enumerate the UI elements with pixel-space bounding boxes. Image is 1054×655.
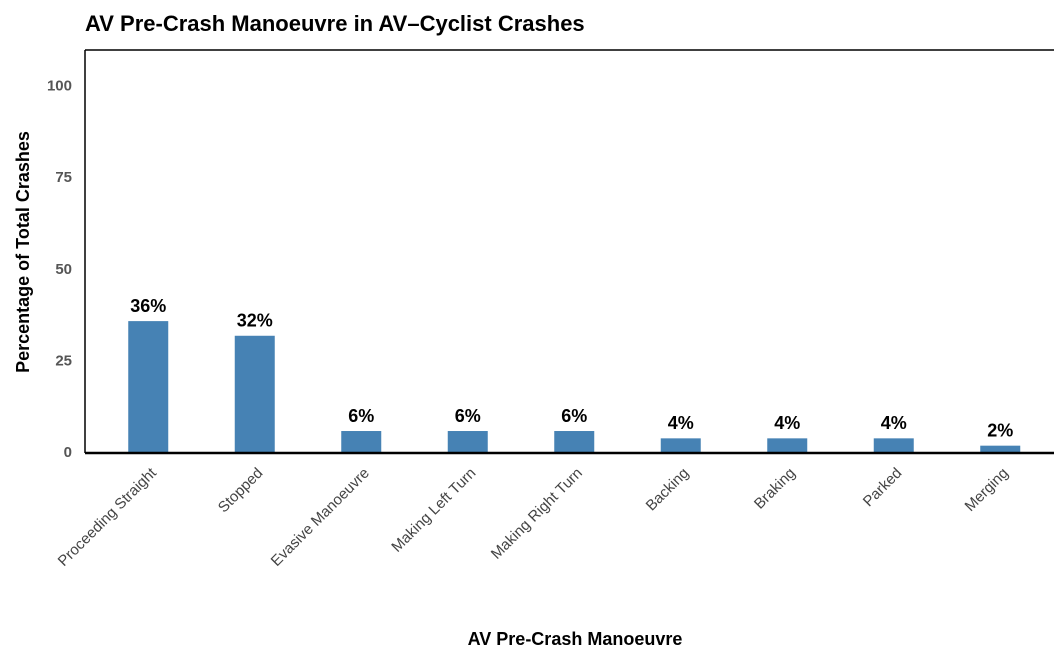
bar: [767, 438, 808, 453]
y-tick-label: 50: [55, 261, 72, 278]
value-label: 6%: [348, 406, 374, 426]
value-label: 4%: [774, 413, 800, 433]
bar: [447, 431, 488, 453]
x-tick-label: Backing: [643, 465, 693, 515]
x-tick-label: Stopped: [215, 465, 267, 517]
x-tick-label: Making Left Turn: [388, 465, 479, 556]
y-tick-label: 25: [55, 352, 72, 369]
value-label: 4%: [881, 413, 907, 433]
y-axis-label: Percentage of Total Crashes: [13, 131, 33, 373]
x-tick-label: Merging: [962, 465, 1012, 515]
x-tick-label: Making Right Turn: [488, 465, 586, 563]
y-tick-label: 75: [55, 169, 72, 186]
value-label: 4%: [668, 413, 694, 433]
chart-title: AV Pre-Crash Manoeuvre in AV–Cyclist Cra…: [85, 11, 585, 36]
bar: [234, 335, 275, 453]
bar: [341, 431, 382, 453]
value-label: 32%: [237, 311, 273, 331]
value-label: 6%: [561, 406, 587, 426]
value-label: 2%: [987, 420, 1013, 440]
x-tick-label: Braking: [751, 465, 799, 513]
x-tick-label: Evasive Manoeuvre: [268, 465, 373, 570]
x-tick-label: Proceeding Straight: [55, 464, 161, 570]
bar: [873, 438, 914, 453]
value-label: 6%: [455, 406, 481, 426]
y-tick-label: 0: [64, 444, 72, 461]
bar: [554, 431, 595, 453]
y-tick-label: 100: [47, 78, 72, 95]
bar: [980, 445, 1021, 453]
x-tick-label: Parked: [860, 465, 906, 511]
value-label: 36%: [130, 296, 166, 316]
x-axis-label: AV Pre-Crash Manoeuvre: [468, 629, 683, 649]
bar: [660, 438, 701, 453]
bar: [128, 321, 169, 453]
